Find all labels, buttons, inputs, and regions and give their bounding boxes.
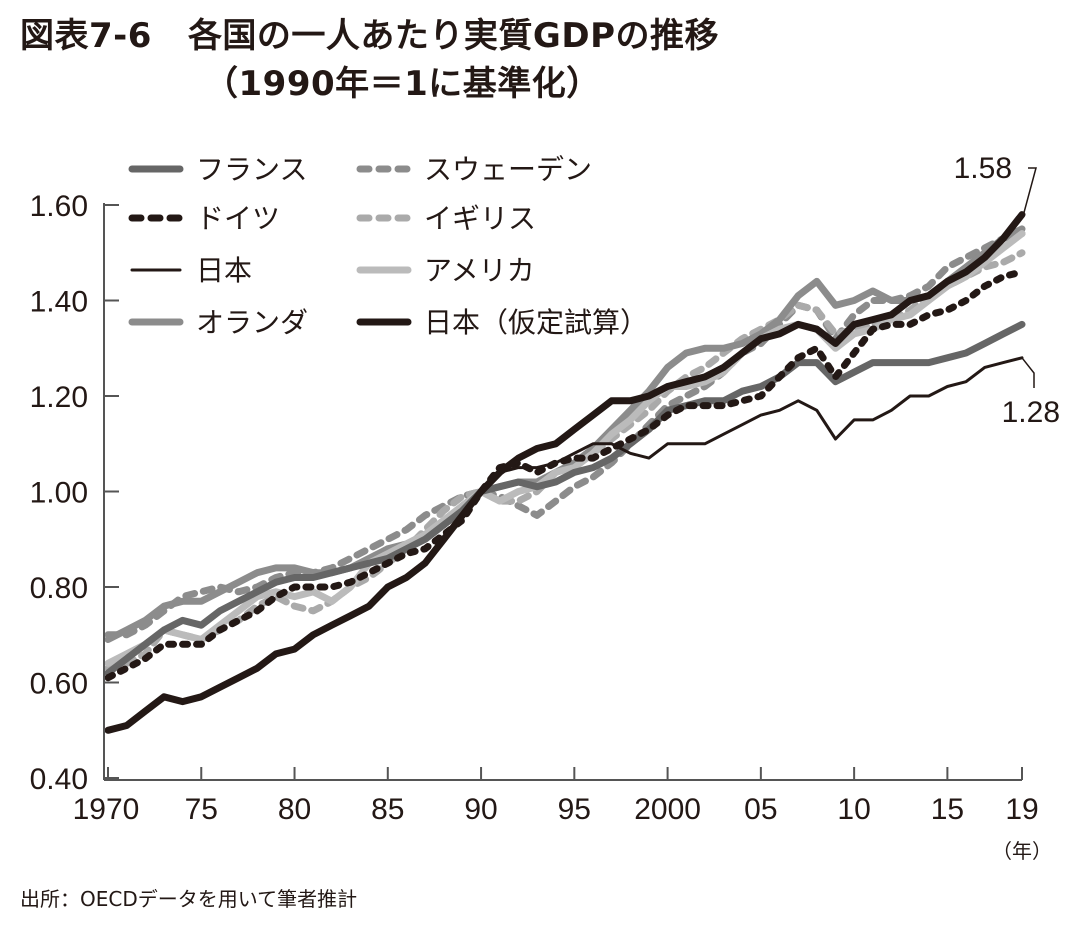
x-tick-label: 75 [185, 793, 218, 826]
series-layer [104, 211, 1026, 734]
legend-label: スウェーデン [424, 154, 592, 185]
annotation-leader [1021, 357, 1035, 388]
y-tick-label: 1.00 [30, 477, 88, 510]
legend-item: 日本（仮定試算） [356, 307, 648, 338]
y-tick-label: 0.40 [30, 763, 88, 796]
annotations: 1.58 1.28 [954, 152, 1060, 429]
x-tick-label: 90 [464, 793, 497, 826]
axes-layer: 0.40 0.60 0.80 1.00 1.20 1.40 1.60 1970 75 80 85 90… [30, 190, 1052, 863]
legend-label: アメリカ [424, 255, 535, 286]
legend-item: イギリス [356, 203, 536, 234]
legend-label: 日本 [196, 255, 252, 286]
legend-item: アメリカ [356, 255, 535, 286]
x-tick-label: 80 [278, 793, 311, 826]
series-line-4 [104, 230, 1026, 639]
legend-item: オランダ [128, 307, 308, 338]
y-tick-label: 1.60 [30, 190, 88, 223]
x-tick-label: 05 [744, 793, 777, 826]
legend-item: スウェーデン [356, 154, 592, 185]
series-line-0 [104, 320, 1026, 677]
legend-label: フランス [196, 154, 307, 185]
title-line-2: （1990年＝1に基準化） [204, 64, 601, 104]
title-line-1: 図表7-6 各国の一人あたり実質GDPの推移 [20, 12, 719, 60]
y-tick-label: 1.40 [30, 286, 88, 319]
legend-item: 日本 [130, 255, 252, 286]
source-note: 出所：OECDデータを用いて筆者推計 [20, 887, 358, 911]
annotation-label: 1.28 [1002, 396, 1060, 429]
annotation-label: 1.58 [954, 152, 1012, 185]
x-axis-unit-label: （年） [992, 840, 1052, 863]
legend-label: 日本（仮定試算） [424, 307, 648, 338]
legend-item: ドイツ [128, 203, 280, 234]
x-tick-label: 1970 [73, 793, 140, 826]
title-main: 各国の一人あたり実質GDPの推移 [187, 16, 719, 56]
figure-title: 図表7-6 各国の一人あたり実質GDPの推移 （1990年＝1に基準化） [20, 12, 719, 108]
legend-item: フランス [128, 154, 307, 185]
x-tick-label: 19 [1005, 793, 1038, 826]
annotation-leader [1023, 167, 1037, 213]
x-tick-label: 10 [837, 793, 870, 826]
y-tick-label: 0.80 [30, 572, 88, 605]
series-line-1 [104, 268, 1026, 682]
legend-label: オランダ [196, 307, 308, 338]
y-tick-label: 1.20 [30, 381, 88, 414]
x-tick-label: 85 [371, 793, 404, 826]
x-tick-label: 95 [558, 793, 591, 826]
y-tick-label: 0.60 [30, 668, 88, 701]
legend-label: ドイツ [196, 203, 280, 234]
x-tick-label: 15 [931, 793, 964, 826]
legend-label: イギリス [424, 203, 536, 234]
x-tick-label: 2000 [634, 793, 701, 826]
series-line-7 [104, 211, 1026, 734]
figure-number: 図表7-6 [20, 16, 152, 56]
